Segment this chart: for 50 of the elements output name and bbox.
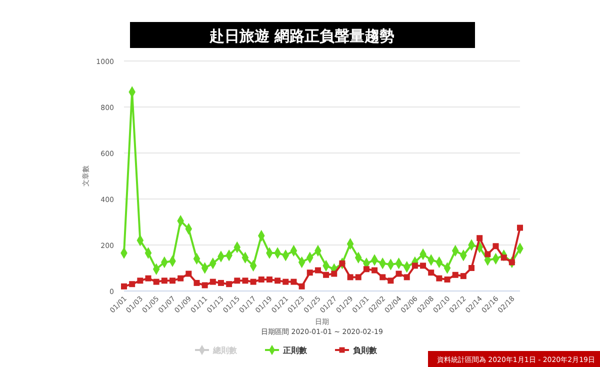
point (460, 273, 466, 280)
point (234, 278, 240, 284)
point (347, 274, 354, 280)
point (314, 267, 321, 274)
point (145, 275, 152, 282)
point (250, 278, 256, 285)
point (323, 272, 330, 278)
point (202, 282, 208, 288)
point (266, 276, 272, 282)
point (492, 243, 499, 250)
point (452, 272, 458, 278)
point (372, 267, 378, 274)
point (517, 224, 523, 231)
point (186, 270, 192, 277)
point (428, 270, 434, 276)
point (178, 275, 184, 282)
point (363, 266, 370, 272)
point (282, 278, 289, 285)
point (290, 278, 297, 285)
point (121, 283, 127, 290)
point (380, 274, 386, 280)
point (129, 281, 136, 288)
point (226, 281, 232, 288)
point (420, 262, 426, 269)
point (298, 283, 305, 290)
point (396, 270, 402, 277)
point (468, 265, 475, 271)
chart-title: 赴日旅遊 網路正負聲量趨勢 (208, 27, 395, 45)
point (137, 278, 144, 284)
legend-label: 正則數 (282, 346, 308, 355)
point (161, 278, 168, 284)
point (153, 278, 160, 285)
point (194, 280, 200, 286)
point (258, 276, 264, 282)
point (331, 270, 338, 277)
point (274, 278, 281, 284)
point (210, 278, 216, 285)
point (436, 275, 442, 282)
point (306, 270, 313, 276)
point (355, 274, 362, 280)
point (169, 278, 176, 284)
point (476, 235, 483, 242)
legend-label: 負則數 (353, 346, 378, 355)
point (412, 262, 418, 269)
point (242, 278, 248, 284)
point (404, 274, 410, 280)
point (388, 278, 394, 284)
point (484, 251, 491, 258)
point (444, 276, 450, 282)
point (218, 280, 224, 286)
